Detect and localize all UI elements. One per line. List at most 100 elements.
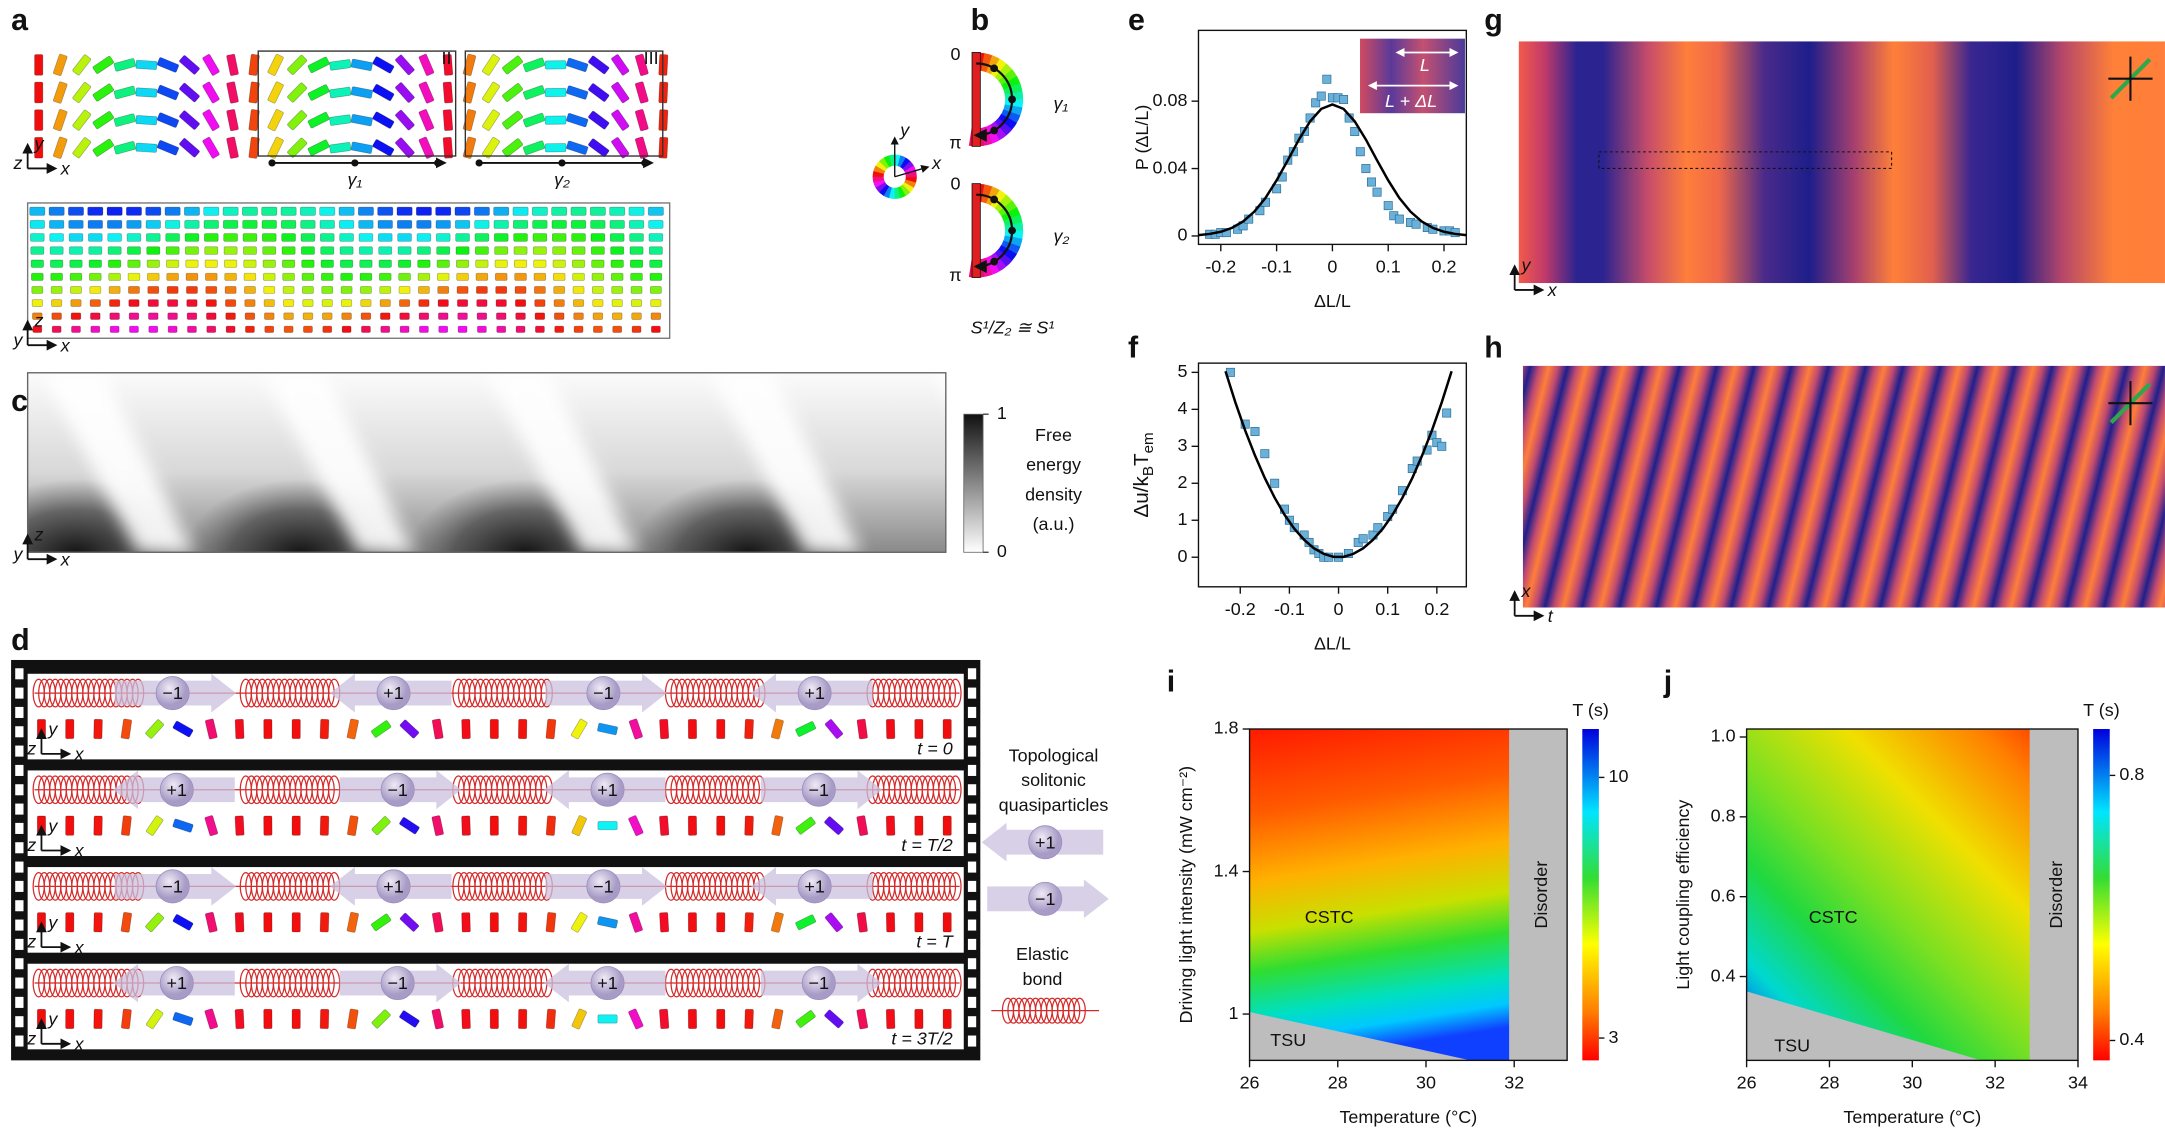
rod (418, 136, 435, 159)
rod (377, 233, 393, 242)
rod (165, 219, 181, 229)
rod (31, 272, 44, 281)
rod (51, 299, 63, 307)
rod (202, 109, 220, 131)
colorbar (1582, 729, 1599, 1061)
sprocket (967, 842, 977, 854)
rod (610, 246, 625, 255)
phase-bar (971, 183, 981, 278)
rod (856, 718, 868, 740)
x-tick-label: 0.1 (1376, 257, 1401, 277)
rod (145, 719, 165, 739)
y-axis-label-part: em (1140, 432, 1157, 453)
rod (551, 206, 568, 216)
rod (544, 143, 567, 153)
x-tick-label: -0.2 (1225, 599, 1256, 619)
rod (437, 299, 449, 307)
sprocket (15, 938, 24, 950)
colorbar-title: density (1025, 484, 1082, 504)
rod (416, 233, 432, 242)
point (1221, 228, 1231, 238)
rod (415, 206, 432, 216)
sprocket (15, 668, 24, 680)
point (1411, 219, 1421, 229)
sprocket (15, 687, 24, 699)
rod (350, 58, 373, 72)
rod (495, 272, 508, 281)
rod (554, 312, 565, 320)
phase-ring (981, 53, 994, 73)
rod (179, 138, 200, 158)
rod (552, 246, 567, 255)
rod (129, 325, 139, 333)
rod (329, 142, 352, 154)
y-tick-label: 3 (1177, 435, 1187, 455)
rod (489, 815, 499, 836)
quasiparticle (797, 869, 832, 904)
charge-label: +1 (383, 877, 403, 897)
rod (545, 1008, 557, 1030)
sprocket (967, 784, 977, 796)
rod (609, 206, 626, 216)
rod (166, 286, 179, 294)
rod (395, 109, 415, 131)
rod (612, 312, 623, 320)
rod (32, 312, 43, 320)
rod (885, 912, 896, 933)
x-tick-label: 32 (1985, 1073, 2005, 1093)
rod (482, 54, 500, 76)
rod (628, 815, 644, 837)
rod (320, 259, 334, 268)
point (1270, 478, 1280, 488)
rod (93, 912, 103, 933)
rod (340, 272, 353, 281)
point (1350, 126, 1360, 136)
rod (108, 286, 121, 294)
rod (476, 286, 488, 294)
axis-label: y (1520, 255, 1532, 275)
rod (244, 286, 256, 294)
endpoint-label: 0 (950, 174, 960, 194)
rod (475, 259, 489, 268)
x-tick-label: 0.2 (1432, 257, 1457, 277)
rod (291, 718, 301, 740)
rod (649, 259, 663, 268)
endpoint-label: π (949, 132, 961, 152)
axis-label: z (26, 932, 36, 952)
y-axis-label: Driving light intensity (mW cm⁻²) (1176, 766, 1196, 1024)
rod (454, 219, 471, 229)
rod (647, 206, 664, 216)
rod (457, 299, 469, 307)
rod (716, 815, 726, 836)
sprocket (967, 726, 977, 738)
rod (280, 206, 297, 216)
rod (49, 246, 64, 255)
rod (456, 272, 469, 281)
x-axis-label: Temperature (°C) (1339, 1107, 1477, 1127)
path-label: γ₂ (1054, 226, 1070, 246)
rod (261, 219, 277, 229)
y-tick-label: 2 (1177, 472, 1187, 492)
rod (329, 114, 352, 126)
rod (612, 325, 623, 333)
color-wheel (888, 187, 895, 199)
rod (226, 109, 239, 132)
quasiparticle (1028, 825, 1063, 860)
rod (545, 912, 557, 933)
sprocket (967, 1016, 977, 1028)
kymograph (1518, 41, 2165, 284)
rod (475, 272, 489, 281)
color-wheel (905, 176, 917, 184)
rod (267, 136, 284, 159)
colorbar (963, 413, 984, 553)
rod (120, 911, 133, 933)
sprocket (15, 900, 24, 912)
rod (379, 286, 392, 294)
rod (146, 259, 160, 268)
rod (31, 299, 43, 307)
x-tick-label: 26 (1240, 1073, 1260, 1093)
color-wheel (889, 154, 896, 167)
rod (347, 815, 359, 836)
rod (167, 312, 178, 320)
plot-frame (1197, 362, 1468, 588)
